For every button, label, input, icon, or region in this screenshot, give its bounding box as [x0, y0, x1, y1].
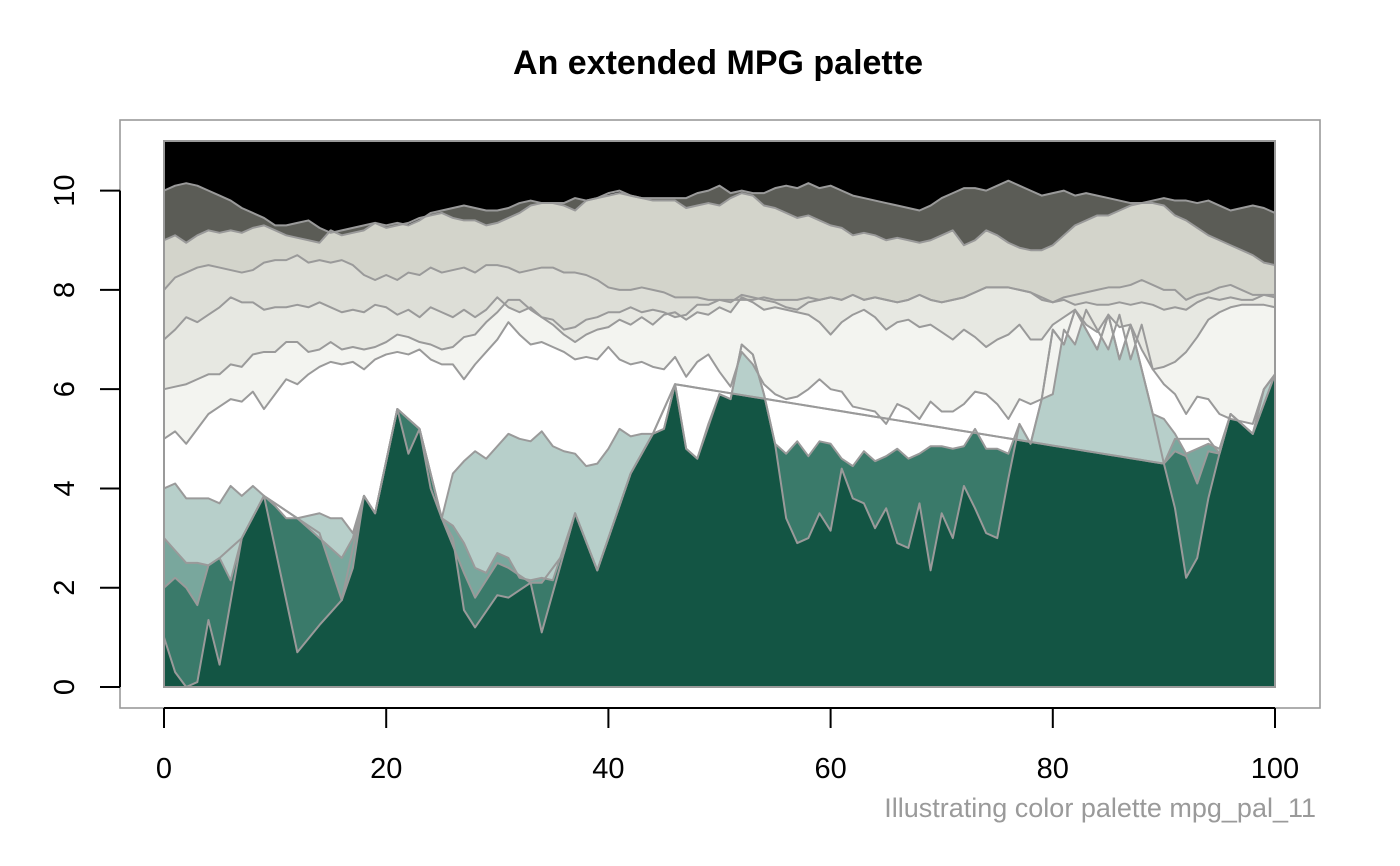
- y-tick-label: 4: [49, 480, 81, 496]
- x-tick-label: 0: [156, 753, 172, 785]
- area-boundary-8: [163, 254, 1275, 304]
- area-boundary-9: [163, 189, 1276, 267]
- area-boundary-4: [163, 308, 1276, 535]
- area-boundary-5: [163, 308, 1276, 445]
- area-boundary-6: [163, 296, 1276, 391]
- area-layer-8: [164, 255, 1275, 340]
- x-tick-label: 100: [1251, 753, 1299, 785]
- area-layer-10: [164, 180, 1275, 266]
- area-layer-9: [164, 190, 1275, 303]
- plot-frame: [163, 140, 1276, 688]
- x-tick-label: 20: [370, 753, 402, 785]
- chart-caption: Illustrating color palette mpg_pal_11: [884, 793, 1316, 823]
- chart-title: An extended MPG palette: [513, 44, 923, 82]
- x-tick-label: 80: [1037, 753, 1069, 785]
- y-tick-label: 10: [49, 175, 81, 207]
- x-tick-label: 40: [592, 753, 624, 785]
- x-axis: 0 20 40 60 80 100: [156, 707, 1299, 785]
- area-boundary-3: [163, 373, 1276, 582]
- y-tick-label: 8: [49, 282, 81, 298]
- area-layer-1: [164, 309, 1275, 687]
- area-layer-5: [164, 309, 1275, 534]
- stacked-area-layers: [163, 141, 1276, 688]
- y-axis: 0 2 4 6 8 10: [49, 175, 121, 695]
- y-tick-label: 2: [49, 580, 81, 596]
- x-tick-label: 60: [814, 753, 846, 785]
- y-tick-label: 6: [49, 381, 81, 397]
- y-tick-label: 0: [49, 679, 81, 695]
- area-boundary-10: [163, 179, 1276, 234]
